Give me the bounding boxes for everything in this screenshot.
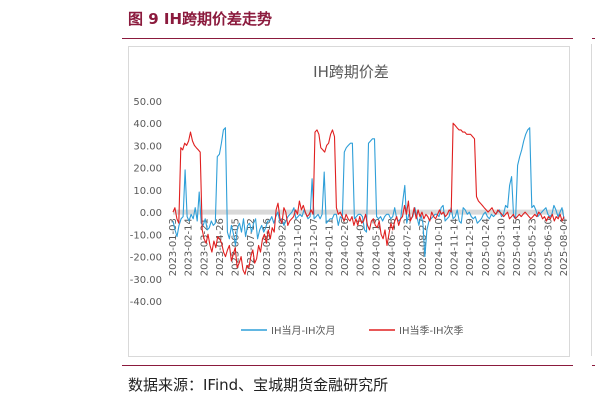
series-line-2 [172,122,565,275]
chart-title: IH跨期价差 [313,63,389,81]
y-tick-label: -10.00 [130,230,162,241]
source-rule [122,365,573,366]
y-tick-label: -20.00 [130,253,162,264]
y-tick-label: 50.00 [133,97,162,108]
adjacent-rule-fragment [592,365,595,366]
x-tick-label: 2025-01-24 [481,218,492,276]
source-note: 数据来源：IFind、宝城期货金融研究所 [128,376,389,394]
x-tick-label: 2023-02-14 [184,218,195,276]
y-tick-label: -40.00 [130,297,162,308]
x-tick-label: 2023-08-16 [262,218,273,276]
x-tick-label: 2024-01-11 [324,218,335,276]
x-tick-label: 2024-07-23 [403,218,414,276]
x-tick-label: 2023-03-21 [199,218,210,276]
x-tick-label: 2023-09-20 [277,218,288,276]
legend-label: IH当季-IH次季 [399,324,464,337]
x-axis: 2023-01-03 2023-02-14 2023-03-21 2023-04-26… [168,218,570,276]
y-tick-label: 40.00 [133,119,162,130]
y-tick-label: 20.00 [133,164,162,175]
legend-label: IH当月-IH次月 [271,324,336,337]
x-tick-label: 2025-05-23 [528,218,539,276]
y-tick-label: 0.00 [140,208,162,219]
chart-svg: IH跨期价差 50.00 40.00 30.00 20.00 10.00 0.00 -10.… [130,63,570,337]
x-tick-label: 2024-02-26 [340,218,351,276]
x-tick-label: 2023-04-26 [215,218,226,276]
adjacent-frame-fragment [591,44,592,356]
x-tick-label: 2025-08-04 [559,218,569,276]
figure-title-text: IH跨期价差走势 [163,10,273,28]
x-tick-label: 2024-08-27 [418,218,429,276]
title-rule [122,38,573,39]
plot-area [172,122,565,275]
y-axis: 50.00 40.00 30.00 20.00 10.00 0.00 -10.00 -20.0… [130,97,162,308]
x-tick-label: 2024-10-10 [434,218,445,276]
x-tick-label: 2025-03-10 [496,218,507,276]
figure-number: 图 9 [128,10,159,28]
x-tick-label: 2023-11-02 [293,218,304,276]
x-tick-label: 2025-04-15 [512,218,523,276]
x-tick-label: 2023-07-12 [246,218,257,276]
y-tick-label: 30.00 [133,141,162,152]
x-tick-label: 2024-05-13 [371,218,382,276]
x-tick-label: 2024-11-14 [450,218,461,276]
x-tick-label: 2024-04-01 [356,218,367,276]
legend: IH当月-IH次月 IH当季-IH次季 [241,324,464,337]
x-tick-label: 2023-06-05 [231,218,242,276]
x-tick-label: 2023-12-07 [309,218,320,276]
x-tick-label: 2025-06-30 [543,218,554,276]
chart-frame: IH跨期价差 50.00 40.00 30.00 20.00 10.00 0.00 -10.… [128,46,570,357]
y-tick-label: -30.00 [130,275,162,286]
figure-title: 图 9 IH跨期价差走势 [128,8,272,29]
adjacent-rule-fragment [592,38,595,39]
x-tick-label: 2024-12-19 [465,218,476,276]
y-tick-label: 10.00 [133,186,162,197]
x-tick-label: 2023-01-03 [168,218,179,276]
x-tick-label: 2024-06-18 [387,218,398,276]
